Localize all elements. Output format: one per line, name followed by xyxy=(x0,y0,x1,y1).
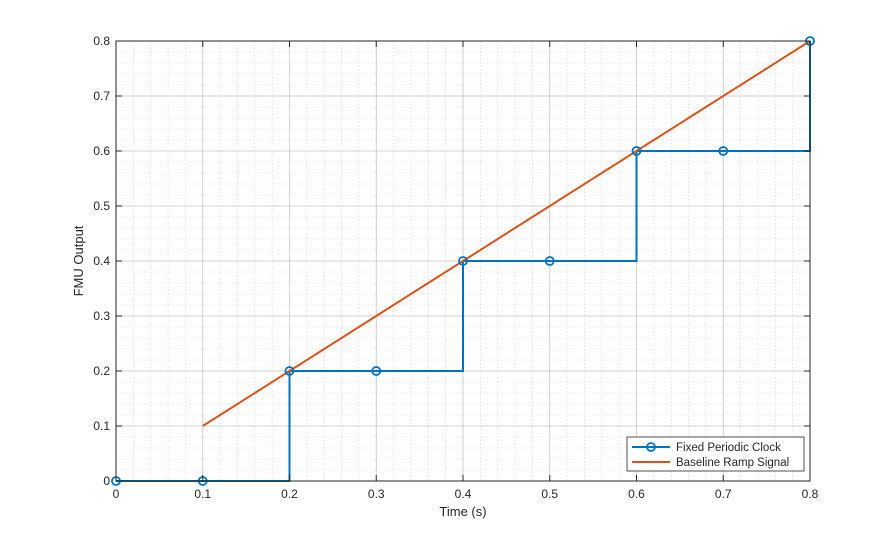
x-tick-label: 0.4 xyxy=(455,487,472,501)
x-tick-label: 0.2 xyxy=(281,487,298,501)
series-fixed-periodic-clock-marker xyxy=(544,256,555,266)
legend: Fixed Periodic Clock Baseline Ramp Signa… xyxy=(626,436,805,472)
y-tick-label: 0.4 xyxy=(93,254,110,268)
series-fixed-periodic-clock-marker xyxy=(631,146,642,156)
ticks xyxy=(115,40,811,482)
legend-swatch-clock-marker xyxy=(646,442,656,452)
x-tick-label: 0.6 xyxy=(628,487,645,501)
y-tick-label: 0.6 xyxy=(93,144,110,158)
x-tick-label: 0.8 xyxy=(802,487,819,501)
series-fixed-periodic-clock-marker xyxy=(371,366,382,376)
series-baseline-ramp-line xyxy=(202,40,811,427)
series-fixed-periodic-clock-marker xyxy=(458,256,468,266)
series-fixed-periodic-clock-marker xyxy=(718,146,729,156)
y-tick-label: 0.5 xyxy=(93,199,110,213)
y-tick-label: 0.8 xyxy=(93,34,110,48)
x-tick-label: 0.1 xyxy=(194,487,211,501)
x-tick-label: 0.5 xyxy=(541,487,558,501)
x-axis-label: Time (s) xyxy=(439,504,486,519)
y-tick-label: 0.2 xyxy=(93,364,110,378)
y-tick-label: 0 xyxy=(103,474,110,488)
legend-label-ramp: Baseline Ramp Signal xyxy=(676,457,789,469)
x-tick-label: 0.3 xyxy=(368,487,385,501)
legend-label-clock: Fixed Periodic Clock xyxy=(676,442,781,454)
tick-labels: 0 0.1 0.2 0.3 0.4 0.5 0.6 0.7 0.8 0 0.1 0.2 0.3 0.4 0.… xyxy=(93,34,818,501)
y-axis-label: FMU Output xyxy=(71,225,86,296)
y-tick-label: 0.7 xyxy=(93,89,110,103)
legend-box xyxy=(626,436,805,472)
series-fixed-periodic-clock-marker xyxy=(284,366,295,376)
y-tick-label: 0.3 xyxy=(93,309,110,323)
x-tick-label: 0.7 xyxy=(715,487,732,501)
y-tick-label: 0.1 xyxy=(93,419,110,433)
x-tick-label: 0 xyxy=(113,487,120,501)
